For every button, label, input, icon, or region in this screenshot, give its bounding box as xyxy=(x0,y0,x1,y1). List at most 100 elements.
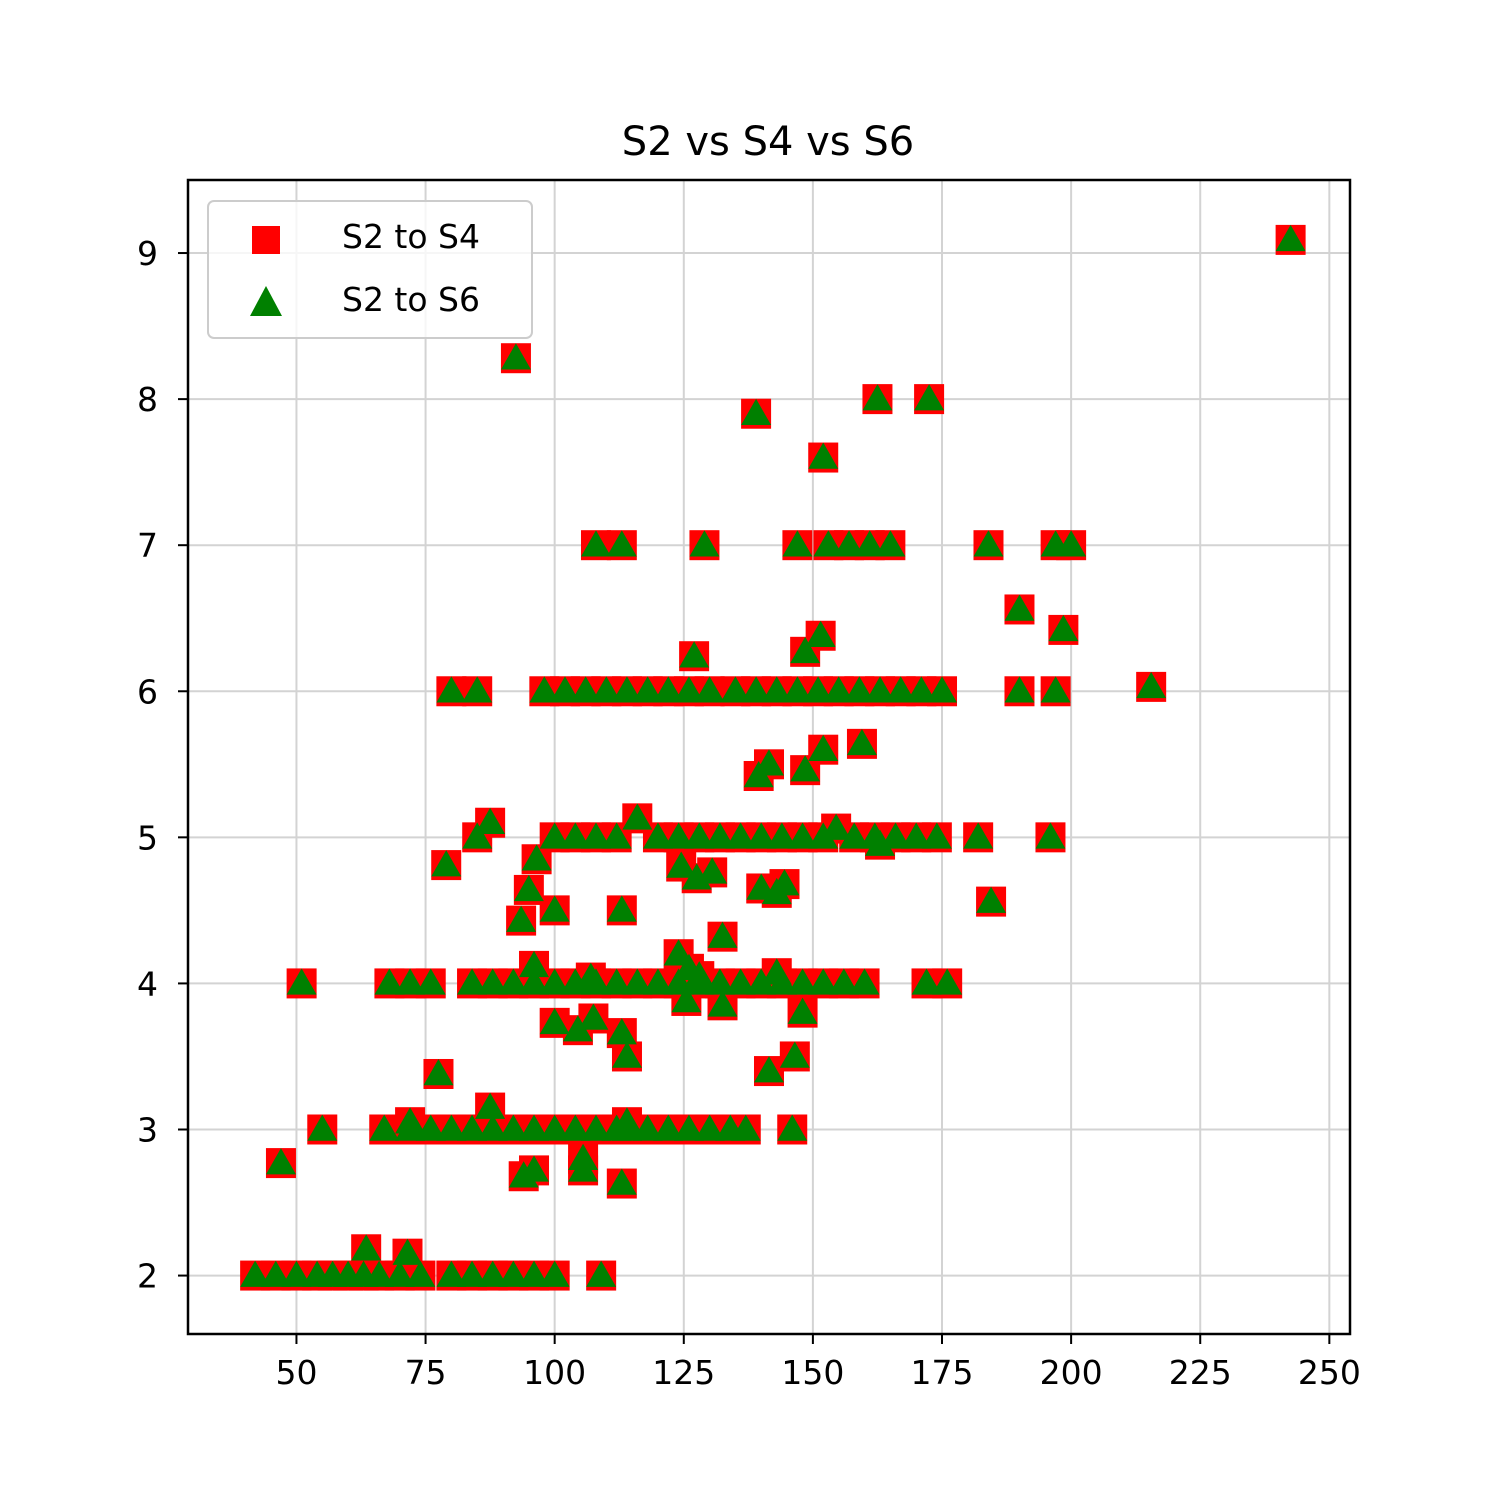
s2-to-s6-point xyxy=(395,1107,426,1134)
s2-to-s6-point xyxy=(591,676,622,703)
s2-to-s6-point xyxy=(787,822,818,849)
s2-to-s6-point xyxy=(821,813,852,840)
s2-to-s6-point xyxy=(689,530,720,557)
s2-to-s6-point xyxy=(1040,676,1071,703)
s2-to-s6-point xyxy=(880,822,911,849)
s2-to-s6-point xyxy=(720,676,751,703)
y-tick-label: 9 xyxy=(137,234,158,273)
s2-to-s6-point xyxy=(642,968,673,995)
x-tick-label: 175 xyxy=(911,1353,974,1392)
s2-to-s6-point xyxy=(498,1260,529,1287)
s2-to-s6-point xyxy=(828,968,859,995)
s2-to-s6-point xyxy=(500,343,531,370)
s2-to-s6-point xyxy=(813,530,844,557)
x-tick-label: 50 xyxy=(275,1353,317,1392)
s2-to-s6-point xyxy=(632,676,663,703)
s2-to-s6-point xyxy=(834,530,865,557)
s2-to-s6-point xyxy=(707,921,738,948)
x-axis-ticks: 50 75 100 125 150 175 200 225 250 xyxy=(275,1334,1361,1392)
s2-to-s6-point xyxy=(973,530,1004,557)
s2-to-s6-point xyxy=(854,530,885,557)
s2-to-s6-point xyxy=(932,968,963,995)
s2-to-s6-point xyxy=(914,384,945,411)
s2-to-s6-point xyxy=(457,968,488,995)
s2-to-s6-point xyxy=(606,895,637,922)
s2-to-s6-point xyxy=(808,442,839,469)
s2-to-s6-point xyxy=(622,968,653,995)
x-tick-label: 225 xyxy=(1169,1353,1232,1392)
s2-to-s6-point xyxy=(761,958,792,985)
s2-to-s6-point xyxy=(725,968,756,995)
s2-to-s6-point xyxy=(260,1260,291,1287)
s2-to-s6-point xyxy=(808,734,839,761)
s2-to-s6-point xyxy=(622,803,653,830)
s2-to-s6-point xyxy=(539,1114,570,1141)
s2-to-s6-point xyxy=(436,676,467,703)
s2-to-s6-point xyxy=(846,728,877,756)
s2-to-s6-point xyxy=(839,822,870,849)
s2-to-s6-point xyxy=(927,676,958,703)
y-tick-label: 3 xyxy=(137,1110,158,1149)
s2-to-s6-point xyxy=(560,1114,591,1141)
s2-to-s6-point xyxy=(384,1260,415,1287)
s2-to-s6-point xyxy=(580,1114,611,1141)
s2-to-s6-point xyxy=(395,968,426,995)
s2-to-s6-point xyxy=(1056,530,1087,557)
s2-to-s6-point xyxy=(921,822,952,849)
s2-to-s6-point xyxy=(642,822,673,849)
x-tick-label: 125 xyxy=(652,1353,715,1392)
s2-to-s6-point xyxy=(741,398,772,425)
s2-to-s6-point xyxy=(436,1114,467,1141)
legend-triangle-marker xyxy=(250,286,282,316)
s2-to-s6-point xyxy=(694,676,725,703)
s2-to-s6-point xyxy=(671,985,702,1013)
s2-to-s6-point xyxy=(240,1260,271,1287)
s2-to-s6-point xyxy=(766,822,797,849)
s2-to-s6-point xyxy=(477,968,508,995)
s2-to-s6-point xyxy=(679,641,710,668)
s2-to-s6-point xyxy=(521,844,552,871)
s2-to-s6-point xyxy=(911,968,942,995)
x-tick-label: 150 xyxy=(781,1353,844,1392)
s2-to-s6-point xyxy=(606,530,637,557)
s2-to-s6-point xyxy=(568,1143,599,1170)
s2-to-s6-point xyxy=(746,822,777,849)
s2-to-s6-point xyxy=(539,1007,570,1035)
s2-to-s6-point xyxy=(519,1155,550,1182)
s2-to-s6-point xyxy=(803,676,834,703)
s2-to-s6-point xyxy=(539,895,570,922)
s2-to-s6-point xyxy=(550,676,581,703)
legend-label-s2-to-s4: S2 to S4 xyxy=(342,217,480,256)
s2-to-s6-point xyxy=(513,874,544,902)
s2-to-s6-point xyxy=(790,755,821,782)
s2-to-s6-point xyxy=(963,822,994,849)
s2-to-s6-point xyxy=(539,968,570,995)
s2-to-s6-point xyxy=(684,961,715,988)
s2-to-s6-point xyxy=(374,968,405,995)
s2-to-s6-point xyxy=(769,869,800,896)
s2-to-s6-point xyxy=(415,1114,446,1141)
y-tick-label: 4 xyxy=(137,964,158,1003)
data-points xyxy=(240,224,1306,1291)
legend-label-s2-to-s6: S2 to S6 xyxy=(342,280,480,319)
s2-to-s6-point xyxy=(1035,822,1066,849)
s2-to-s6-point xyxy=(601,968,632,995)
s2-to-s6-point xyxy=(462,822,493,849)
s2-to-s6-point xyxy=(475,807,506,834)
s2-to-s6-point xyxy=(906,676,937,703)
s2-to-s6-point xyxy=(611,1107,642,1134)
s2-to-s6-point xyxy=(575,962,606,989)
s2-to-s6-point xyxy=(754,1056,784,1083)
s2-to-s6-point xyxy=(746,968,777,995)
y-tick-label: 7 xyxy=(137,526,158,565)
s2-to-s6-point xyxy=(697,857,728,884)
s2-to-s6-point xyxy=(694,1114,725,1141)
s2-to-s6-point xyxy=(761,676,792,703)
s2-to-s6-point xyxy=(611,1041,642,1068)
y-tick-label: 2 xyxy=(137,1257,158,1296)
s2-to-s6-point xyxy=(704,968,735,995)
s2-to-s6-point xyxy=(498,1114,529,1141)
s2-to-s6-point xyxy=(307,1114,338,1141)
s2-to-s6-point xyxy=(684,822,715,849)
